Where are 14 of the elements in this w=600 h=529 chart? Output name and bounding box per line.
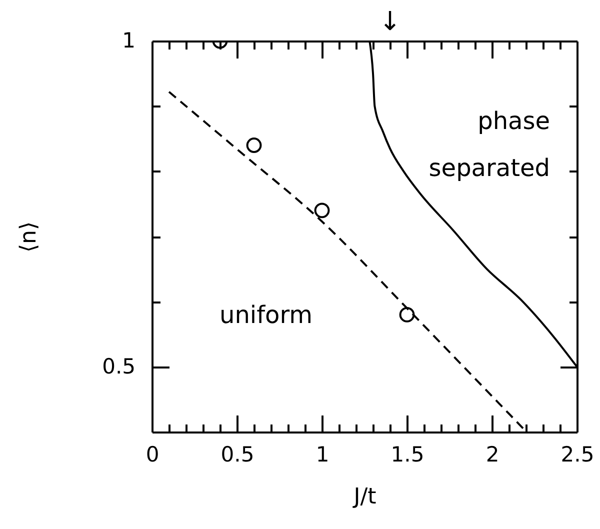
x-tick-label: 1 bbox=[316, 442, 330, 466]
y-axis-title: ⟨n⟩ bbox=[16, 221, 42, 253]
text: ↓ bbox=[379, 7, 401, 37]
point bbox=[314, 202, 330, 218]
x-tick-label: 2 bbox=[486, 442, 500, 466]
x-tick-label: 0 bbox=[146, 442, 160, 466]
x-tick-label: 2.5 bbox=[560, 442, 594, 466]
point bbox=[399, 307, 415, 322]
annotation: uniform bbox=[219, 301, 313, 329]
x-axis-title: J/t bbox=[352, 484, 377, 510]
x-tick-label: 1.5 bbox=[390, 442, 424, 466]
x-tick-label: 0.5 bbox=[220, 442, 254, 466]
annotation: phase separated bbox=[428, 107, 550, 182]
point bbox=[246, 138, 262, 153]
